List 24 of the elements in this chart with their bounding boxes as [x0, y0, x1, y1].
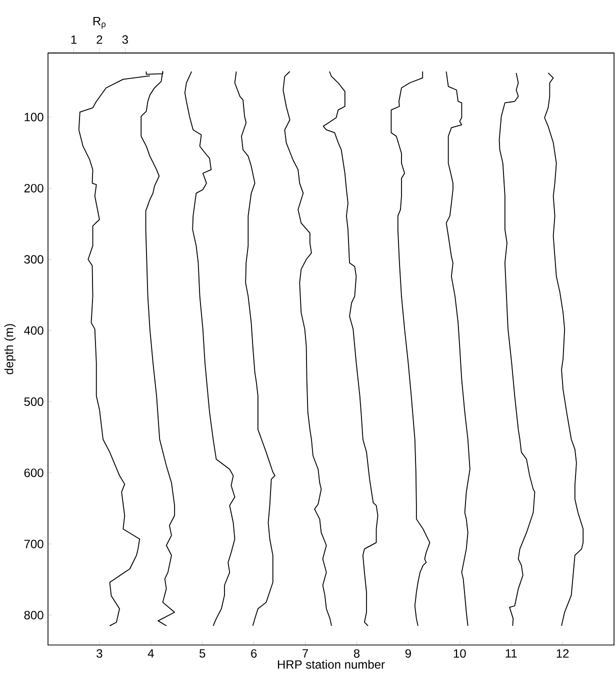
y-tick-label: 700 — [24, 540, 44, 548]
x-tick-label: 11 — [506, 649, 517, 658]
x2-axis-title: R$_{ρ}$ — [93, 17, 106, 29]
x2-tick-label: 3 — [122, 35, 128, 44]
x-tick-label: 10 — [454, 649, 466, 658]
x-tick-label: 7 — [302, 649, 308, 658]
x-tick-label: 9 — [405, 649, 411, 658]
x-tick-label: 12 — [556, 649, 569, 658]
y-axis-title: depth (m) — [4, 324, 16, 374]
y-tick-label: 200 — [24, 184, 44, 192]
x-tick-label: 3 — [96, 649, 102, 658]
x-tick-label: 8 — [354, 649, 360, 658]
x-tick-label: 6 — [251, 649, 257, 658]
x-tick-label: 4 — [148, 649, 154, 658]
y-tick-label: 800 — [24, 610, 44, 620]
y-tick-label: 300 — [24, 255, 44, 264]
x2-tick-label: 1 — [71, 36, 76, 44]
x2-tick-label: 2 — [96, 35, 102, 44]
y-tick-label: 600 — [24, 468, 44, 478]
y-tick-label: 500 — [24, 397, 44, 406]
y-tick-label: 100 — [24, 112, 44, 122]
x-tick-label: 5 — [200, 649, 206, 658]
x-axis-title: HRP station number — [278, 660, 385, 669]
y-tick-label: 400 — [24, 326, 44, 335]
